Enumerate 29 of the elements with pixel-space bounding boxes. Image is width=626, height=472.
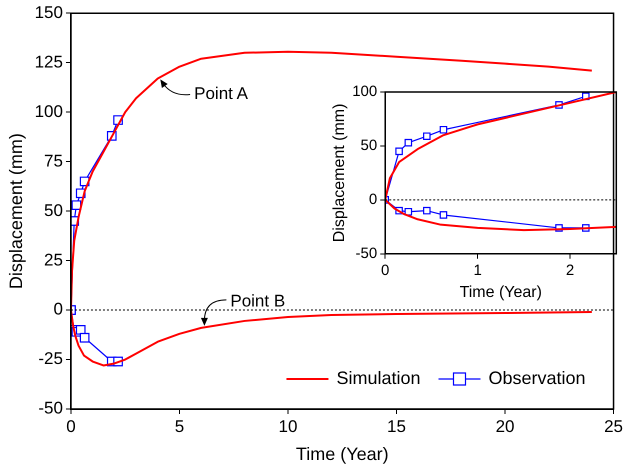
x-tick-label: 1 [473,262,482,279]
legend-label: Observation [488,368,586,388]
x-tick-label: 0 [381,262,390,279]
x-tick-label: 25 [604,416,624,436]
x-tick-label: 20 [496,416,514,436]
y-tick-label: -50 [356,244,378,262]
x-tick-label: 0 [66,416,76,436]
x-axis-title: Time (Year) [460,284,542,301]
y-tick-label: 100 [34,102,63,121]
annotation: Point A [194,84,249,104]
y-tick-label: 125 [34,52,63,72]
y-tick-label: 75 [44,151,63,170]
y-tick-label: -50 [38,398,63,418]
y-axis-title: Displacement (mm) [6,133,26,290]
y-tick-label: 150 [34,2,63,22]
y-tick-label: 100 [352,83,378,100]
x-tick-label: 2 [566,262,574,279]
y-tick-label: 50 [44,200,63,220]
y-tick-label: -25 [38,349,63,368]
x-tick-label: 15 [387,416,406,436]
legend-label: Simulation [336,368,420,388]
y-tick-label: 50 [360,137,378,154]
x-tick-label: 10 [278,416,298,436]
x-tick-label: 5 [174,416,184,436]
y-tick-label: 0 [368,191,378,208]
x-axis-title: Time (Year) [296,444,389,464]
y-tick-label: 0 [53,300,63,319]
annotation: Point B [230,292,286,311]
y-axis-title: Displacement (mm) [331,104,348,242]
